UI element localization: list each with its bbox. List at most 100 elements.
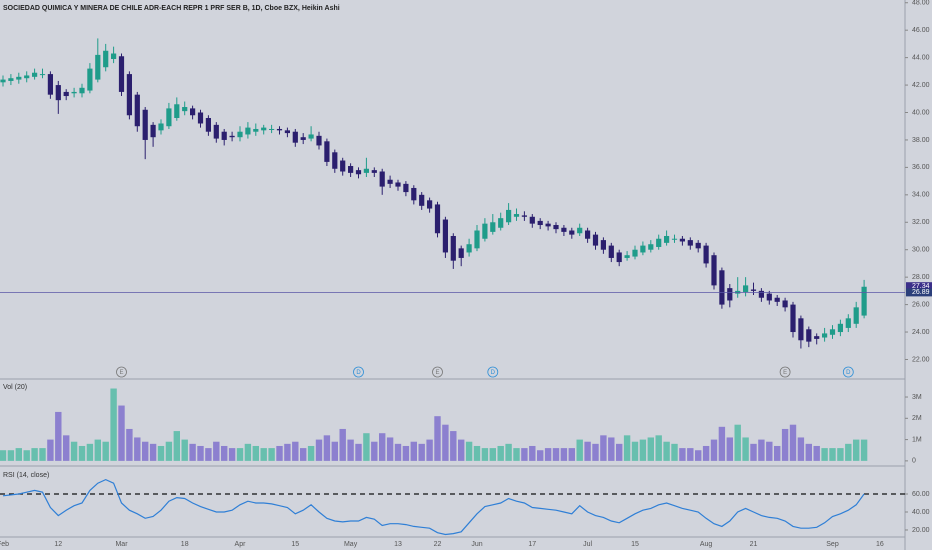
volume-bar: [537, 450, 544, 461]
volume-bar: [710, 439, 718, 461]
volume-bar: [157, 445, 165, 461]
candle-body: [671, 238, 678, 240]
candle-body: [316, 135, 322, 146]
volume-bar: [102, 441, 109, 461]
event-marker: [116, 366, 127, 378]
pane-title: Vol (20): [3, 384, 27, 391]
volume-bar: [458, 439, 465, 461]
volume-bar: [797, 437, 805, 461]
volume-bar: [781, 428, 789, 461]
x-tick-label: Sep: [826, 541, 839, 548]
volume-bar: [402, 445, 410, 461]
volume-bar: [70, 441, 78, 461]
y-tick-label: 40.00: [912, 509, 930, 516]
candle-body: [427, 200, 433, 209]
volume-bar: [323, 435, 331, 461]
candle-body: [640, 245, 646, 253]
volume-bar: [663, 441, 670, 461]
volume-bar: [671, 443, 678, 461]
candle-body: [355, 170, 362, 175]
volume-bar: [15, 448, 22, 461]
volume-bar: [371, 441, 378, 461]
y-tick-label: 22.00: [912, 356, 930, 363]
volume-bar: [252, 445, 259, 461]
volume-bar: [465, 441, 473, 461]
x-tick-label: 15: [291, 541, 299, 548]
volume-bar: [726, 437, 733, 461]
volume-bar: [426, 439, 433, 461]
volume-bar: [110, 388, 117, 461]
event-label: E: [783, 370, 787, 376]
x-tick-label: 12: [54, 541, 62, 548]
volume-bar: [268, 448, 275, 461]
candle-body: [442, 219, 448, 253]
volume-bar: [742, 437, 749, 461]
candle-body: [63, 91, 69, 97]
y-tick-label: 24.00: [912, 329, 930, 336]
volume-bar: [126, 428, 133, 461]
candle-body: [158, 123, 164, 131]
volume-bar: [118, 405, 125, 461]
candle-body: [600, 240, 606, 250]
volume-bar: [418, 443, 425, 461]
y-tick-label: 48.00: [912, 0, 930, 7]
x-tick-label: 15: [631, 541, 639, 548]
candle-body: [348, 166, 354, 173]
candle-body: [434, 204, 441, 234]
candle-body: [727, 288, 733, 301]
volume-bar: [276, 445, 283, 461]
candle-body: [585, 230, 591, 239]
candle-body: [387, 179, 393, 184]
x-tick-label: Feb: [0, 541, 9, 548]
candle-body: [324, 141, 330, 162]
volume-bar: [284, 443, 291, 461]
volume-bar: [260, 448, 267, 461]
volume-bar: [860, 439, 868, 461]
candle-body: [592, 234, 599, 246]
candle-body: [790, 304, 796, 333]
volume-bar: [702, 445, 710, 461]
candle-body: [229, 135, 235, 138]
volume-bar: [347, 439, 354, 461]
volume-bar: [647, 437, 654, 461]
candle-body: [103, 50, 109, 68]
candle-body: [458, 248, 464, 258]
candle-body: [466, 244, 472, 253]
volume-bar: [513, 448, 520, 461]
candle-body: [221, 131, 227, 140]
volume-bar: [7, 450, 15, 461]
candle-body: [190, 108, 196, 116]
x-tick-label: 22: [434, 541, 442, 548]
candle-body: [711, 255, 717, 286]
volume-bar: [386, 437, 394, 461]
volume-bar: [300, 448, 307, 461]
candle-body: [743, 285, 749, 293]
candle-body: [616, 252, 622, 263]
candle-body: [861, 286, 867, 316]
candle-body: [213, 124, 219, 139]
candle-body: [521, 215, 527, 217]
volume-bar: [410, 441, 417, 461]
event-label: D: [846, 370, 851, 376]
price-label-bg: [906, 288, 932, 297]
candle-body: [648, 244, 654, 250]
candle-body: [371, 170, 377, 173]
candle-body: [8, 78, 14, 81]
candle-body: [569, 230, 575, 235]
candle-body: [253, 128, 259, 132]
volume-bar: [576, 439, 583, 461]
candle-body: [490, 222, 496, 232]
volume-bar: [734, 424, 741, 461]
candle-body: [837, 323, 843, 333]
volume-bar: [845, 443, 852, 461]
y-tick-label: 0: [912, 458, 916, 465]
volume-bar: [394, 443, 402, 461]
volume-bar: [221, 445, 228, 461]
candle-body: [806, 329, 812, 342]
candle-body: [719, 270, 725, 305]
volume-bar: [544, 448, 552, 461]
candle-body: [237, 131, 243, 138]
x-tick-label: 21: [750, 541, 758, 548]
candle-body: [513, 214, 520, 217]
